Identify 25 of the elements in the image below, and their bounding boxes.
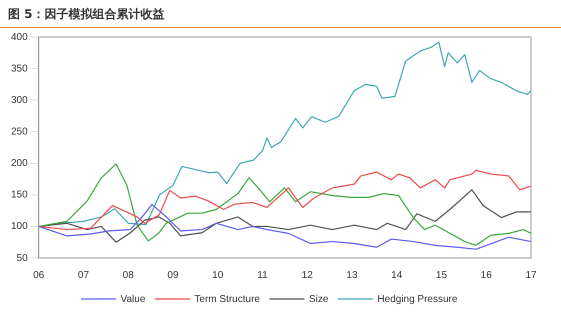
x-tick-label: 16	[480, 270, 492, 281]
x-tick-label: 12	[302, 270, 314, 281]
legend-label: Value	[120, 294, 146, 305]
y-tick-label: 350	[10, 63, 28, 74]
legend-label: Hedging Pressure	[377, 294, 458, 305]
y-tick-label: 100	[10, 221, 28, 232]
y-tick-label: 250	[10, 126, 28, 138]
x-tick-label: 14	[391, 270, 403, 281]
y-tick-label: 200	[10, 158, 28, 170]
x-tick-label: 08	[122, 270, 134, 281]
legend-label: Size	[308, 294, 329, 305]
y-tick-label: 50	[16, 252, 28, 264]
y-tick-label: 150	[10, 190, 28, 201]
x-tick-label: 17	[525, 270, 537, 281]
y-tick-label: 300	[10, 94, 28, 106]
chart-title: 图 5：因子模拟组合累计收益	[0, 0, 561, 28]
x-tick-label: 09	[167, 270, 179, 281]
x-tick-label: 06	[33, 270, 45, 281]
x-tick-label: 11	[257, 270, 268, 281]
x-tick-label: 10	[212, 270, 224, 281]
y-tick-label: 400	[10, 32, 28, 43]
x-tick-label: 07	[78, 270, 90, 281]
legend-label: Term Structure	[194, 294, 260, 305]
x-tick-label: 13	[346, 270, 358, 281]
x-tick-label: 15	[436, 270, 448, 281]
